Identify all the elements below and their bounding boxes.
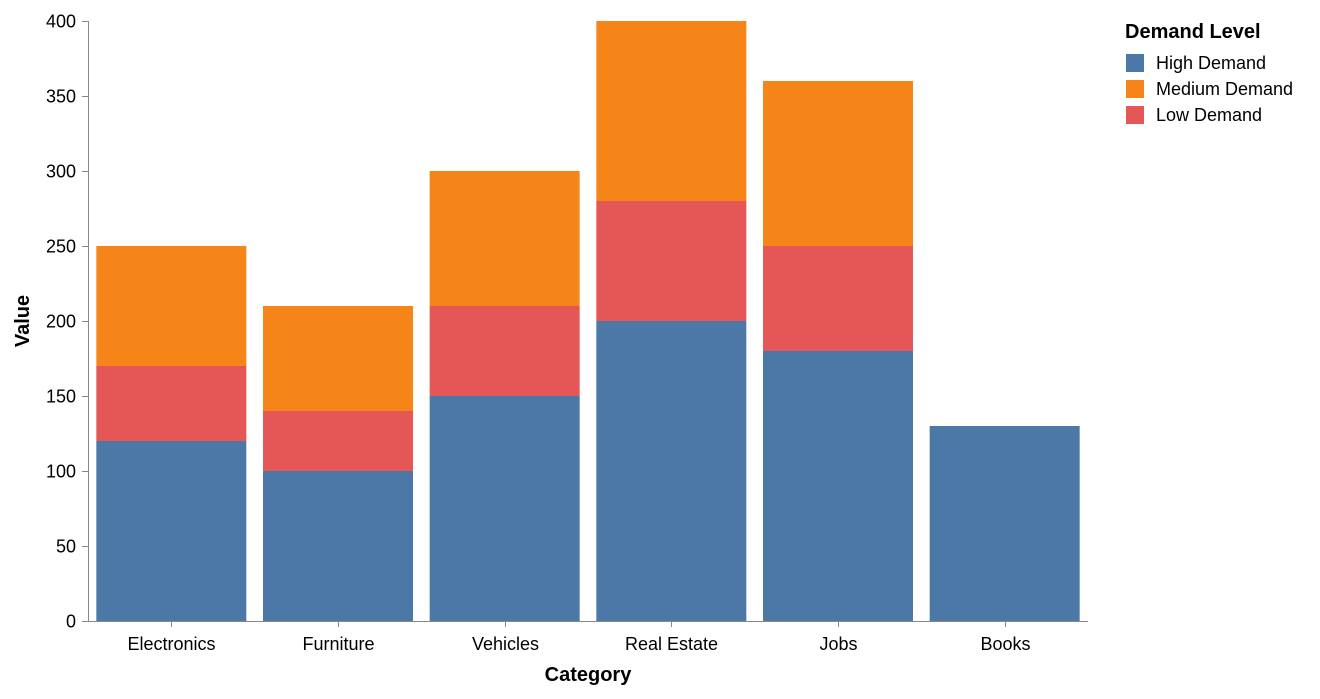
bar-high-demand xyxy=(96,441,247,621)
y-tick-label: 350 xyxy=(46,87,76,107)
legend-label: Medium Demand xyxy=(1156,79,1293,99)
y-tick-label: 100 xyxy=(46,462,76,482)
x-tick-label: Books xyxy=(980,634,1030,654)
y-axis: 0 50 100 150 200 250 300 350 400 xyxy=(46,12,89,632)
x-axis-title: Category xyxy=(545,664,633,686)
bar-low-demand xyxy=(596,201,747,321)
y-tick-label: 250 xyxy=(46,237,76,257)
y-tick-label: 200 xyxy=(46,312,76,332)
y-tick-label: 400 xyxy=(46,12,76,32)
x-tick-label: Furniture xyxy=(302,634,374,654)
bar-high-demand xyxy=(929,426,1080,621)
legend-label: Low Demand xyxy=(1156,105,1262,125)
legend-swatch xyxy=(1126,54,1144,72)
bar-high-demand xyxy=(763,351,913,621)
legend-title: Demand Level xyxy=(1125,21,1261,43)
legend-swatch xyxy=(1126,80,1144,98)
bar-low-demand xyxy=(429,306,580,396)
bar-low-demand xyxy=(96,366,247,441)
x-tick-label: Jobs xyxy=(819,634,857,654)
x-tick-label: Electronics xyxy=(127,634,215,654)
x-axis: Electronics Furniture Vehicles Real Estate J… xyxy=(88,621,1088,654)
bar-low-demand xyxy=(763,246,913,351)
bar-medium-demand xyxy=(263,306,413,411)
bar-low-demand xyxy=(263,411,413,471)
bar-medium-demand xyxy=(763,81,913,246)
legend-label: High Demand xyxy=(1156,53,1266,73)
bar-high-demand xyxy=(263,471,413,621)
y-tick-label: 150 xyxy=(46,387,76,407)
legend: Demand Level High Demand Medium Demand Low… xyxy=(1125,21,1293,125)
y-tick-label: 50 xyxy=(56,537,76,557)
bar-medium-demand xyxy=(96,246,247,366)
bar-high-demand xyxy=(429,396,580,621)
y-axis-title: Value xyxy=(12,295,34,347)
x-tick-label: Real Estate xyxy=(625,634,718,654)
bar-medium-demand xyxy=(429,171,580,306)
bar-medium-demand xyxy=(596,21,747,201)
bar-high-demand xyxy=(596,321,747,621)
legend-swatch xyxy=(1126,106,1144,124)
x-tick-label: Vehicles xyxy=(472,634,539,654)
y-tick-label: 0 xyxy=(66,612,76,632)
bars-group xyxy=(96,21,1080,621)
y-tick-label: 300 xyxy=(46,162,76,182)
